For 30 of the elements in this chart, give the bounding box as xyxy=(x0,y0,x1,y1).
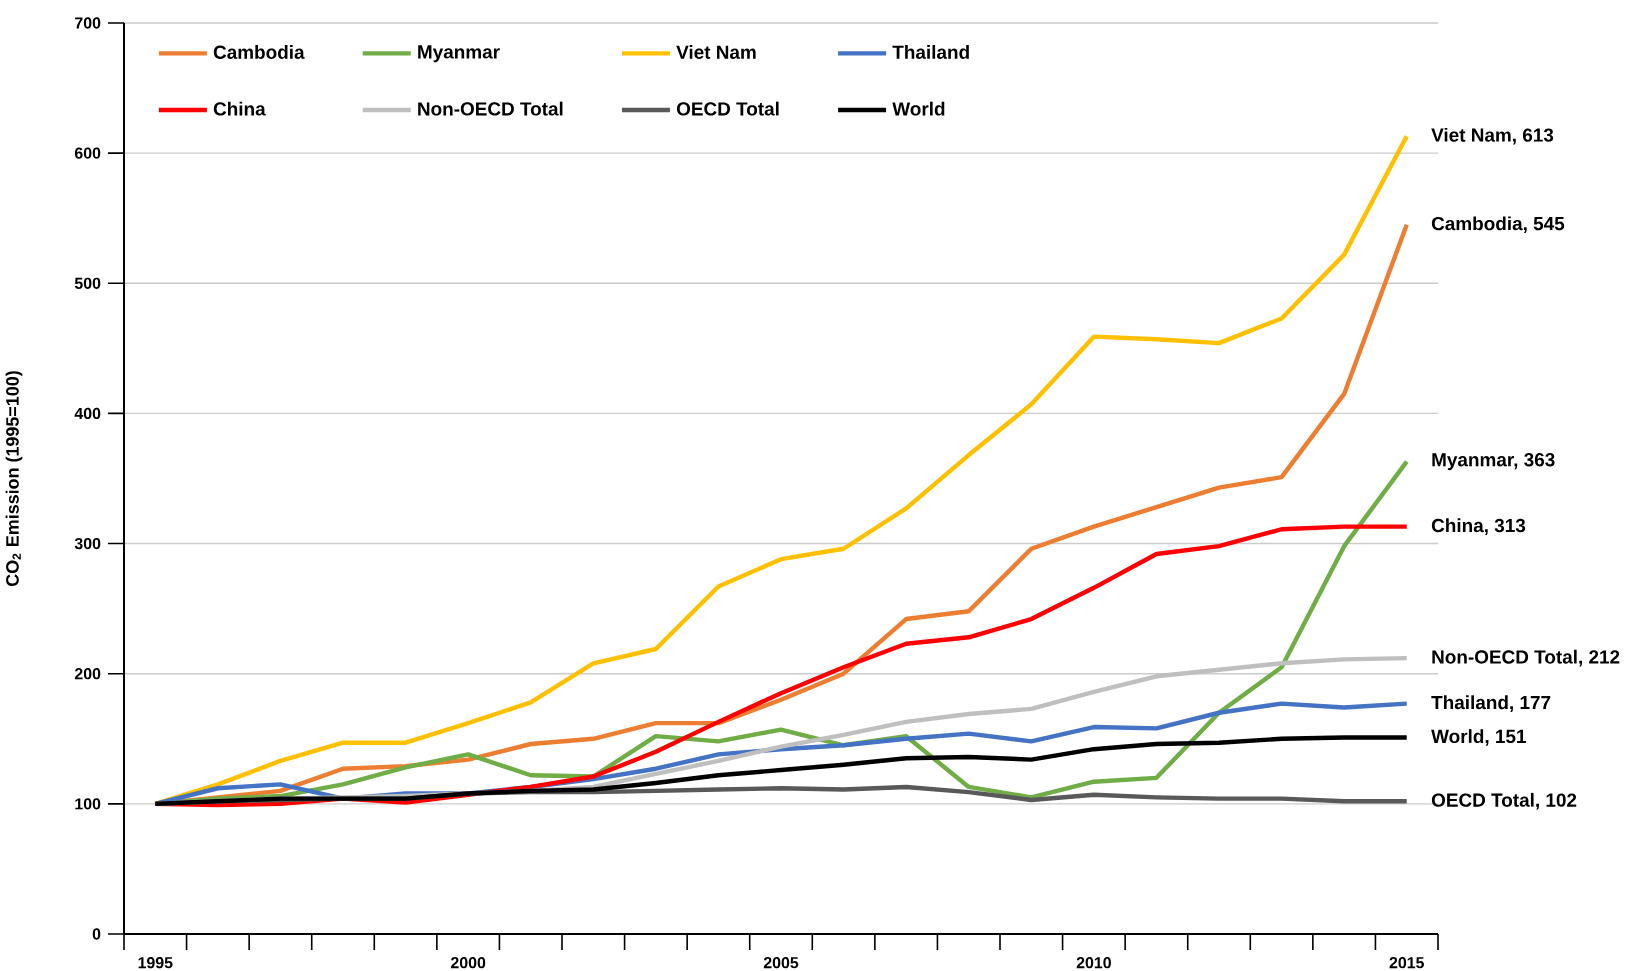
legend-label: Cambodia xyxy=(213,45,305,59)
annotation: World, 151 xyxy=(1431,729,1526,746)
legend-label: China xyxy=(213,101,266,116)
x-tick-label: 2015 xyxy=(1389,957,1424,969)
y-tick-label: 0 xyxy=(92,928,101,940)
legend-label: OECD Total xyxy=(676,101,779,116)
legend-label: World xyxy=(892,101,945,116)
y-tick-label: 500 xyxy=(74,277,101,289)
x-tick-label: 2000 xyxy=(450,957,486,969)
annotation: Cambodia, 545 xyxy=(1431,216,1565,234)
annotation: China, 313 xyxy=(1431,518,1526,535)
x-tick-label: 1995 xyxy=(138,957,173,969)
annotation: Myanmar, 363 xyxy=(1432,453,1555,471)
x-tick-label: 2005 xyxy=(763,957,799,969)
y-axis-title: CO$_{2}$ Emission (1995=100) xyxy=(5,371,23,586)
annotation: OECD Total, 102 xyxy=(1431,792,1577,810)
legend-label: Viet Nam xyxy=(676,45,756,59)
y-tick-label: 600 xyxy=(74,147,101,159)
y-tick-label: 700 xyxy=(75,17,101,29)
y-tick-label: 100 xyxy=(75,798,101,810)
legend-label: Non-OECD Total xyxy=(418,101,563,116)
legend-label: Thailand xyxy=(892,45,969,59)
y-tick-label: 200 xyxy=(74,668,101,680)
annotation: Thailand, 177 xyxy=(1431,695,1551,712)
annotation: Viet Nam, 613 xyxy=(1431,127,1554,145)
annotation: Non-OECD Total, 212 xyxy=(1432,649,1620,667)
y-tick-label: 400 xyxy=(74,407,101,420)
x-tick-label: 2010 xyxy=(1076,957,1111,969)
legend-label: Myanmar xyxy=(418,45,500,63)
y-tick-label: 300 xyxy=(74,537,101,550)
